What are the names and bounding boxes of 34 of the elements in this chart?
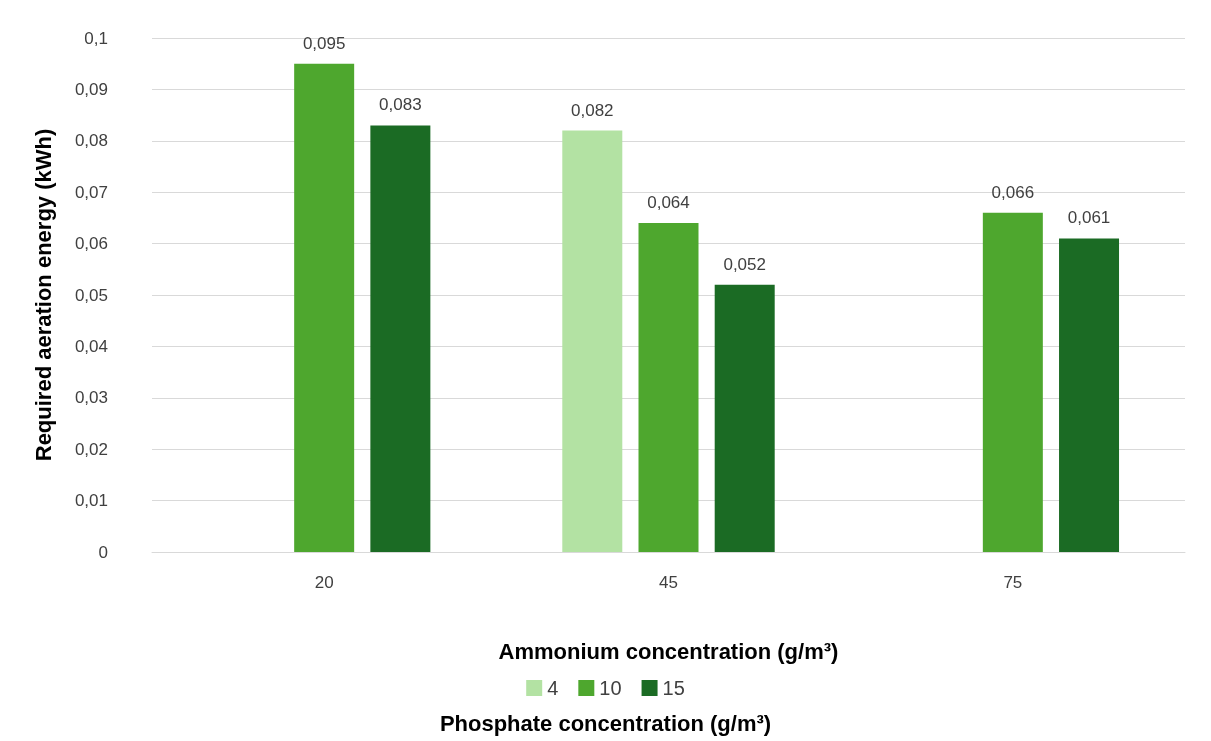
data-label: 0,061: [1067, 208, 1111, 228]
bar: [638, 223, 699, 552]
data-label: 0,064: [647, 193, 690, 213]
y-tick-label: 0,03: [74, 388, 108, 408]
bar: [714, 284, 775, 552]
y-tick-label: 0,05: [74, 285, 108, 305]
y-tick-label: 0,09: [74, 79, 108, 99]
y-tick-label: 0,1: [84, 28, 108, 48]
x-tick-label: 75: [1003, 573, 1023, 592]
legend-label: 10: [599, 677, 622, 699]
y-tick-label: 0,02: [74, 439, 108, 459]
legend-label: 4: [547, 677, 559, 699]
legend-label: 15: [662, 677, 685, 699]
y-tick-label: 0,07: [74, 182, 108, 202]
data-label: 0,082: [571, 100, 614, 120]
y-tick-label: 0,06: [74, 234, 108, 254]
y-tick-label: 0,01: [74, 491, 108, 511]
y-tick-label: 0,08: [74, 131, 108, 151]
y-axis-title: Required aeration energy (kWh): [30, 128, 56, 462]
legend-title: Phosphate concentration (g/m³): [439, 710, 772, 736]
x-tick-label: 20: [314, 573, 334, 592]
bar: [370, 125, 431, 552]
bar: [982, 212, 1043, 552]
x-tick-label: 45: [659, 573, 678, 592]
data-label: 0,095: [302, 33, 346, 53]
bar: [1059, 238, 1120, 552]
y-tick-label: 0,04: [74, 336, 108, 356]
bar: [294, 63, 355, 552]
bar: [562, 130, 623, 552]
y-tick-label: 0: [98, 542, 108, 562]
x-axis-title: Ammonium concentration (g/m³): [498, 638, 839, 664]
data-label: 0,066: [991, 182, 1035, 202]
data-label: 0,083: [379, 95, 422, 115]
data-label: 0,052: [723, 254, 766, 274]
